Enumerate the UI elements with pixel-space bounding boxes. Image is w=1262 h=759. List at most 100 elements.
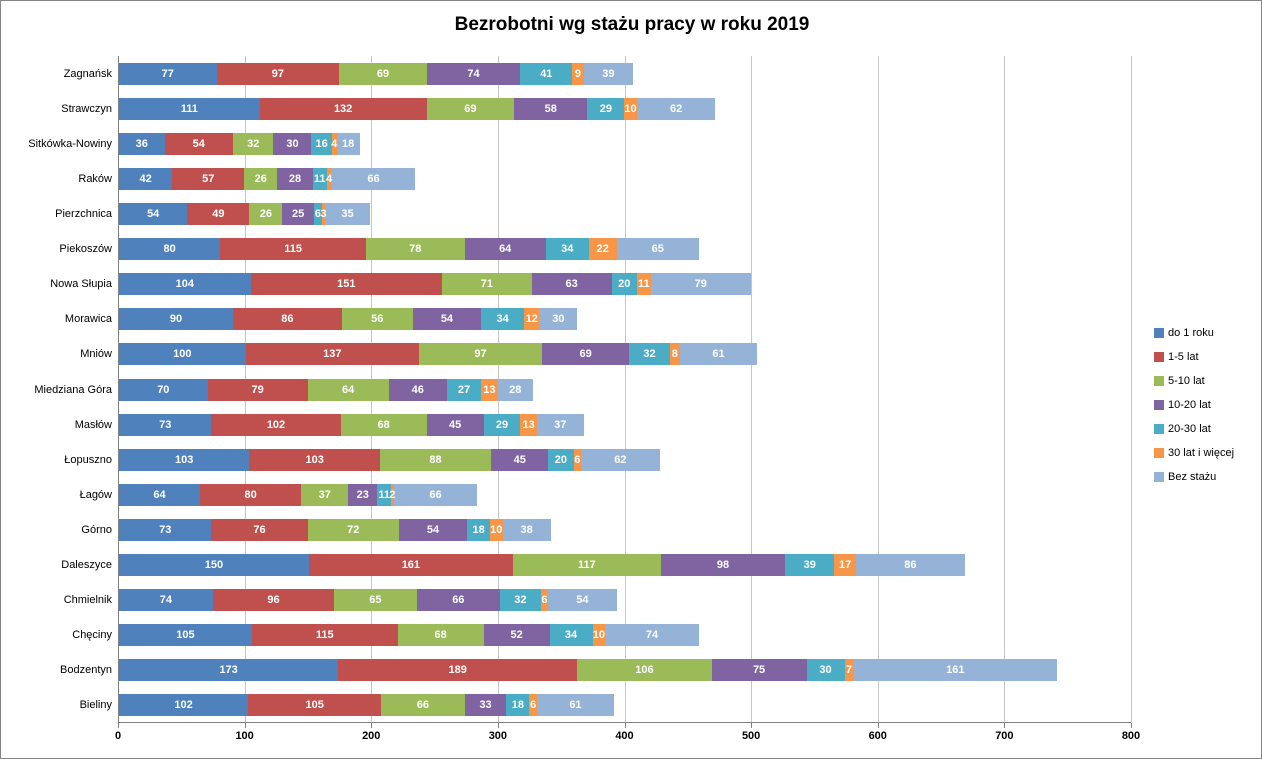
bar-value-label: 150 [204, 559, 224, 572]
bar-value-label: 79 [251, 383, 264, 396]
bar-value-label: 18 [342, 137, 355, 150]
bar-segment: 61 [679, 343, 758, 366]
bar-row: 64 80 37 23 11 2 66 [119, 483, 478, 506]
bar-segment: 22 [588, 238, 617, 261]
x-tick-label: 0 [114, 730, 122, 742]
bar-segment: 54 [412, 308, 482, 331]
bar-value-label: 90 [169, 313, 183, 326]
bar-segment: 65 [616, 238, 699, 261]
bar-value-label: 161 [401, 559, 421, 572]
bar-value-label: 104 [175, 278, 195, 291]
bar-value-label: 61 [712, 348, 725, 361]
bar-value-label: 65 [369, 594, 382, 607]
bar-value-label: 41 [540, 67, 553, 80]
bar-segment: 10 [592, 624, 606, 647]
bar-segment: 32 [232, 132, 274, 155]
category-label: Zagnańsk [63, 67, 112, 80]
bar-value-label: 61 [569, 699, 582, 712]
bar-segment: 37 [536, 413, 584, 436]
bar-row: 73 102 68 45 29 13 37 [119, 413, 584, 436]
legend-swatch [1154, 448, 1164, 458]
x-axis-tick [118, 723, 119, 728]
bar-segment: 78 [365, 238, 465, 261]
bar-value-label: 45 [513, 453, 526, 466]
bar-segment: 36 [119, 132, 165, 155]
bar-segment: 62 [581, 448, 660, 471]
category-label: Miedziana Góra [34, 383, 112, 396]
bar-value-label: 76 [253, 523, 266, 536]
bar-value-label: 18 [511, 699, 524, 712]
bar-segment: 66 [393, 483, 478, 506]
category-label: Raków [78, 172, 112, 185]
category-label: Daleszyce [61, 559, 112, 572]
bar-value-label: 37 [318, 488, 331, 501]
bar-value-label: 66 [452, 594, 465, 607]
bar-segment: 4 [331, 132, 337, 155]
legend-swatch [1154, 472, 1164, 482]
bar-segment: 90 [119, 308, 233, 331]
bar-value-label: 45 [449, 418, 462, 431]
bar-row: 111 132 69 58 29 10 62 [119, 97, 716, 120]
bar-value-label: 66 [416, 699, 430, 712]
bar-row: 54 49 26 25 6 3 35 [119, 202, 370, 225]
category-label: Piekoszów [59, 243, 112, 256]
legend-item: 5-10 lat [1154, 369, 1234, 393]
bar-segment: 62 [636, 97, 716, 120]
bar-segment: 41 [520, 62, 573, 85]
bar-segment: 34 [545, 238, 589, 261]
bar-segment: 56 [341, 308, 413, 331]
bar-value-label: 8 [671, 348, 678, 361]
bar-segment: 104 [119, 273, 251, 296]
bar-segment: 68 [397, 624, 484, 647]
bar-segment: 70 [119, 378, 208, 401]
bar-segment: 34 [481, 308, 525, 331]
bar-value-label: 36 [135, 137, 148, 150]
bar-segment: 13 [481, 378, 498, 401]
legend-label: 10-20 lat [1168, 399, 1211, 411]
bar-segment: 11 [377, 483, 392, 506]
bar-segment: 10 [489, 518, 503, 541]
bar-row: 100 137 97 69 32 8 61 [119, 343, 758, 366]
bar-value-label: 16 [315, 137, 328, 150]
x-tick-label: 100 [235, 730, 254, 742]
category-label: Strawczyn [61, 102, 112, 115]
x-tick-label: 600 [868, 730, 887, 742]
bar-segment: 102 [119, 694, 249, 717]
gridline [751, 56, 753, 722]
bar-row: 77 97 69 74 41 9 39 [119, 62, 634, 85]
bar-segment: 69 [541, 343, 630, 366]
x-tick-label: 200 [362, 730, 381, 742]
bar-segment: 9 [572, 62, 584, 85]
bar-value-label: 74 [159, 594, 172, 607]
legend-item: 30 lat i więcej [1154, 441, 1234, 465]
bar-segment: 30 [806, 659, 845, 682]
bar-value-label: 161 [946, 664, 965, 677]
bar-segment: 20 [548, 448, 574, 471]
bar-value-label: 10 [624, 102, 637, 115]
bar-value-label: 28 [509, 383, 522, 396]
bar-value-label: 46 [411, 383, 424, 396]
bar-segment: 54 [398, 518, 468, 541]
bar-segment: 71 [441, 273, 532, 296]
bar-segment: 66 [381, 694, 465, 717]
bar-segment: 38 [502, 518, 551, 541]
bar-segment: 54 [119, 202, 188, 225]
bar-segment: 6 [313, 202, 322, 225]
legend-swatch [1154, 376, 1164, 386]
legend-swatch [1154, 328, 1164, 338]
bar-segment: 30 [273, 132, 312, 155]
bar-value-label: 32 [247, 137, 260, 150]
bar-segment: 86 [232, 308, 342, 331]
bar-value-label: 65 [651, 243, 664, 256]
bar-segment: 10 [624, 97, 637, 120]
bar-segment: 161 [308, 554, 513, 577]
bar-segment: 16 [311, 132, 332, 155]
bar-value-label: 132 [333, 102, 353, 115]
bar-segment: 58 [514, 97, 588, 120]
bar-segment: 189 [338, 659, 578, 682]
plot-area: 77 97 69 74 41 9 39 111 132 69 58 29 10 62 36 54 32 30 16 4… [118, 56, 1132, 723]
bar-value-label: 29 [495, 418, 509, 431]
gridline [1004, 56, 1006, 722]
bar-segment: 7 [844, 659, 854, 682]
